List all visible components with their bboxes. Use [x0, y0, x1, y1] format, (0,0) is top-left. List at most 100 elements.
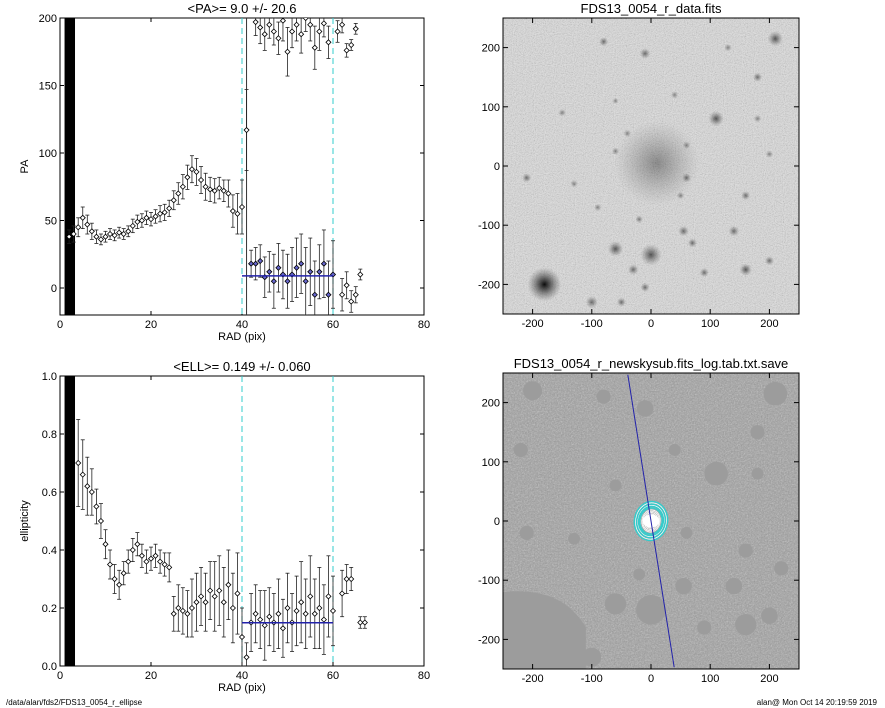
- x-tick-label: 60: [327, 319, 339, 331]
- point-marker: [170, 197, 177, 204]
- data-point: [147, 546, 155, 571]
- point-marker: [125, 558, 132, 565]
- point-marker: [275, 264, 282, 271]
- data-point: [193, 157, 200, 186]
- pa-title: <PA>= 9.0 +/- 20.6: [188, 1, 297, 16]
- data-point: [216, 555, 223, 626]
- mask-region: [750, 425, 765, 440]
- source-blob: [767, 31, 784, 47]
- data-point: [157, 549, 164, 574]
- data-point: [252, 247, 259, 281]
- point-marker: [229, 604, 236, 612]
- point-marker: [88, 228, 95, 235]
- x-tick-label: 20: [145, 319, 157, 331]
- mask-region: [704, 461, 728, 486]
- point-marker: [225, 581, 232, 588]
- mask-region: [523, 381, 543, 401]
- data-point: [79, 439, 86, 510]
- mask-region: [725, 577, 743, 595]
- x-tick-label: 20: [145, 670, 157, 682]
- point-marker: [193, 599, 200, 606]
- data-point: [138, 543, 145, 568]
- data-point: [288, 247, 296, 302]
- point-marker: [357, 271, 364, 278]
- data-point: [225, 549, 232, 620]
- data-point: [216, 176, 223, 200]
- data-point: [343, 271, 350, 300]
- axes-ell: 0 20 40 60 80 0.0 0.2 0.4 0.6 0.8 1.0 <ELL>= 0.149 …: [19, 359, 430, 694]
- point-marker: [320, 260, 327, 267]
- point-marker: [120, 230, 127, 238]
- x-tick-label: -200: [522, 318, 544, 330]
- data-point: [175, 182, 182, 205]
- source-blob: [687, 238, 698, 248]
- footer-path: /data/alan/fds2/FDS13_0054_r_ellipse: [6, 698, 143, 707]
- data-point: [188, 155, 196, 184]
- point-marker: [106, 561, 114, 568]
- point-marker: [143, 558, 150, 565]
- point-marker: [361, 619, 368, 626]
- mask-region: [675, 577, 692, 595]
- point-marker: [325, 291, 332, 298]
- y-tick-label: 100: [482, 457, 500, 469]
- pa-ylabel: PA: [19, 159, 31, 174]
- data-point: [343, 564, 350, 594]
- point-marker: [275, 35, 282, 42]
- data-point: [134, 532, 141, 557]
- source-blob: [612, 97, 619, 104]
- source-blob: [739, 263, 752, 276]
- data-point: [293, 237, 300, 298]
- mask-region: [604, 593, 627, 615]
- isophote-ellipse: [649, 518, 653, 524]
- data-point: [79, 206, 86, 230]
- data-point: [311, 25, 318, 70]
- point-marker: [307, 268, 314, 275]
- point-marker: [188, 604, 196, 612]
- data-point: [325, 260, 332, 315]
- data-point: [238, 607, 246, 666]
- ell-core-band: [64, 376, 76, 666]
- point-marker: [279, 18, 287, 24]
- mask-region: [633, 568, 646, 581]
- point-marker: [70, 230, 77, 238]
- data-point: [93, 488, 100, 525]
- point-marker: [197, 593, 205, 600]
- data-point: [84, 214, 91, 235]
- source-blob: [635, 215, 644, 224]
- point-marker: [316, 604, 323, 612]
- data-point: [334, 20, 341, 43]
- point-marker: [293, 264, 300, 271]
- data-point: [320, 229, 327, 298]
- mask-region: [761, 607, 778, 625]
- point-marker: [66, 233, 73, 240]
- point-marker: [79, 471, 86, 478]
- source-blob: [616, 297, 627, 307]
- source-blob: [614, 120, 700, 206]
- source-blob: [676, 191, 685, 200]
- point-marker: [207, 186, 214, 193]
- data-point: [243, 642, 250, 666]
- point-marker: [216, 185, 223, 192]
- point-marker: [261, 622, 268, 629]
- point-marker: [216, 587, 223, 594]
- data-point: [97, 233, 105, 246]
- y-tick-label: 0: [494, 161, 500, 173]
- point-marker: [134, 541, 141, 548]
- data-point: [184, 164, 191, 190]
- pa-core-band: [64, 18, 76, 315]
- data-point: [143, 210, 150, 225]
- point-marker: [75, 224, 82, 231]
- x-tick-label: 80: [418, 319, 430, 331]
- source-blob: [753, 114, 762, 123]
- point-marker: [257, 616, 264, 623]
- y-tick-label: 100: [482, 102, 500, 114]
- point-marker: [266, 613, 273, 620]
- x-tick-label: 200: [760, 318, 778, 330]
- y-tick-label: 150: [39, 81, 57, 93]
- data-point: [116, 569, 123, 600]
- y-tick-label: 1.0: [42, 371, 57, 383]
- data-point: [261, 590, 268, 661]
- point-marker: [88, 488, 95, 496]
- source-blob: [765, 150, 774, 159]
- point-marker: [311, 44, 318, 51]
